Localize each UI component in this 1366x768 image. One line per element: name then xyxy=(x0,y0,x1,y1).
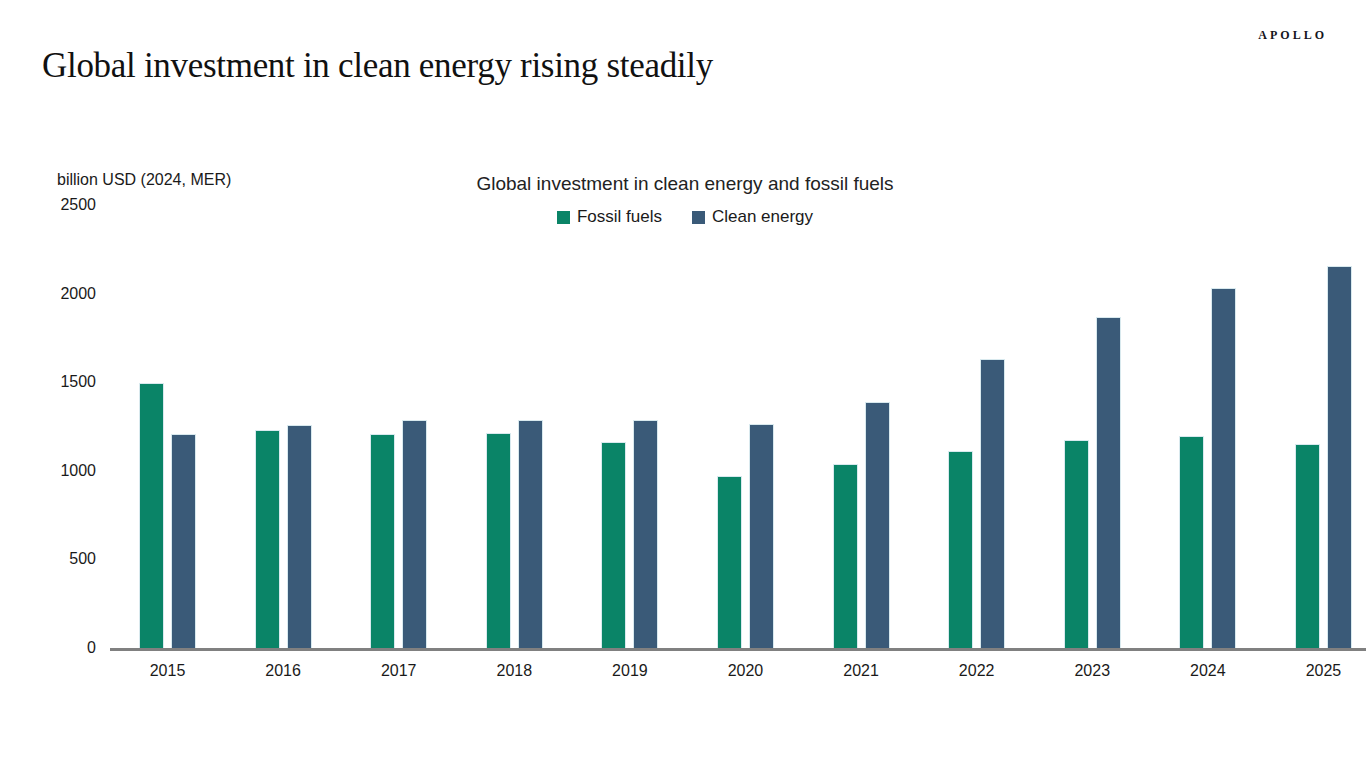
x-tick-label-2025: 2025 xyxy=(1295,660,1352,682)
bar-group-2020 xyxy=(717,424,774,648)
bar-clean-energy-2020 xyxy=(749,424,774,648)
bar-group-2018 xyxy=(486,420,543,648)
bar-clean-energy-2016 xyxy=(287,425,312,648)
bar-clean-energy-2017 xyxy=(402,420,427,648)
bar-fossil-fuels-2018 xyxy=(486,433,511,648)
bar-clean-energy-2022 xyxy=(980,359,1005,648)
bar-fossil-fuels-2015 xyxy=(139,383,164,648)
bar-group-2023 xyxy=(1064,317,1121,648)
bar-group-2021 xyxy=(833,402,890,648)
bar-fossil-fuels-2022 xyxy=(948,451,973,648)
x-tick-label-2016: 2016 xyxy=(255,660,312,682)
bar-clean-energy-2018 xyxy=(518,420,543,648)
bar-fossil-fuels-2020 xyxy=(717,476,742,648)
bar-fossil-fuels-2017 xyxy=(370,434,395,648)
bar-group-2025 xyxy=(1295,266,1352,648)
x-tick-label-2020: 2020 xyxy=(717,660,774,682)
bar-fossil-fuels-2019 xyxy=(601,442,626,648)
bar-clean-energy-2024 xyxy=(1211,288,1236,648)
bar-clean-energy-2023 xyxy=(1096,317,1121,648)
y-tick-label: 1000 xyxy=(0,461,96,481)
bar-group-2024 xyxy=(1179,288,1236,648)
bar-group-2016 xyxy=(255,425,312,648)
x-tick-label-2022: 2022 xyxy=(948,660,1005,682)
x-axis-labels: 2015 2016 2017 2018 2019 2020 2021 2022 2023 2024… xyxy=(110,660,1366,682)
plot-area xyxy=(110,205,1366,651)
x-tick-label-2018: 2018 xyxy=(486,660,543,682)
y-tick-label: 0 xyxy=(0,638,96,658)
x-tick-label-2024: 2024 xyxy=(1179,660,1236,682)
bar-fossil-fuels-2023 xyxy=(1064,440,1089,648)
bar-fossil-fuels-2024 xyxy=(1179,436,1204,648)
bar-group-2019 xyxy=(601,420,658,648)
bar-group-2015 xyxy=(139,383,196,648)
bar-fossil-fuels-2021 xyxy=(833,464,858,648)
page-title: Global investment in clean energy rising… xyxy=(42,46,713,86)
bar-clean-energy-2021 xyxy=(865,402,890,648)
slide: APOLLO Global investment in clean energy… xyxy=(0,0,1366,768)
y-tick-label: 2500 xyxy=(0,195,96,215)
bar-clean-energy-2025 xyxy=(1327,266,1352,648)
y-tick-label: 1500 xyxy=(0,372,96,392)
y-axis-ticks: 05001000150020002500 xyxy=(0,205,96,648)
x-tick-label-2023: 2023 xyxy=(1064,660,1121,682)
y-tick-label: 500 xyxy=(0,549,96,569)
bar-group-2022 xyxy=(948,359,1005,648)
y-tick-label: 2000 xyxy=(0,284,96,304)
x-tick-label-2019: 2019 xyxy=(601,660,658,682)
x-tick-label-2015: 2015 xyxy=(139,660,196,682)
apollo-logo: APOLLO xyxy=(1258,28,1327,43)
bar-group-2017 xyxy=(370,420,427,648)
bar-clean-energy-2019 xyxy=(633,420,658,648)
bar-fossil-fuels-2025 xyxy=(1295,444,1320,648)
bar-clean-energy-2015 xyxy=(171,434,196,648)
x-tick-label-2021: 2021 xyxy=(833,660,890,682)
x-tick-label-2017: 2017 xyxy=(370,660,427,682)
bar-fossil-fuels-2016 xyxy=(255,430,280,648)
chart-title: Global investment in clean energy and fo… xyxy=(100,173,1270,195)
